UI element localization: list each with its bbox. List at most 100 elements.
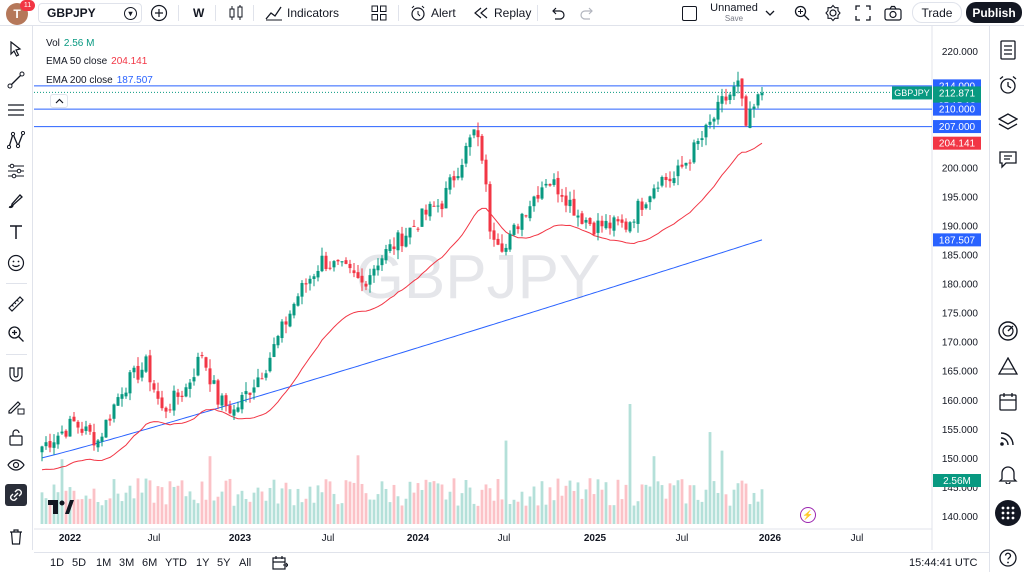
candle-body[interactable] xyxy=(428,203,432,217)
clock-timezone[interactable]: 15:44:41 UTC xyxy=(909,557,977,569)
snapshot-button[interactable] xyxy=(884,0,902,26)
candle-body[interactable] xyxy=(372,268,376,276)
candle-body[interactable] xyxy=(348,263,352,269)
candle-body[interactable] xyxy=(536,194,540,199)
settings-button[interactable] xyxy=(824,0,842,26)
candle-body[interactable] xyxy=(112,404,116,419)
candle-body[interactable] xyxy=(400,233,404,247)
cursor-tool[interactable] xyxy=(5,38,27,60)
candle-body[interactable] xyxy=(228,405,232,414)
range-all[interactable]: All xyxy=(239,557,252,569)
candle-body[interactable] xyxy=(496,238,500,245)
candle-body[interactable] xyxy=(524,215,528,217)
candle-body[interactable] xyxy=(620,219,624,223)
candle-body[interactable] xyxy=(116,397,120,406)
candle-body[interactable] xyxy=(304,283,308,285)
legend-ema200[interactable]: EMA 200 close 187.507 xyxy=(46,75,153,86)
horizontal-lines-tool[interactable] xyxy=(5,99,27,121)
candle-body[interactable] xyxy=(204,357,208,368)
candle-body[interactable] xyxy=(564,195,568,206)
replay-button[interactable]: Replay xyxy=(473,0,531,26)
legend-ema50[interactable]: EMA 50 close 204.141 xyxy=(46,56,147,67)
candle-body[interactable] xyxy=(88,424,92,432)
candle-body[interactable] xyxy=(568,199,572,207)
ideas-button[interactable] xyxy=(996,354,1020,378)
candle-body[interactable] xyxy=(108,418,112,421)
candle-body[interactable] xyxy=(184,387,188,397)
candle-body[interactable] xyxy=(52,442,56,448)
candle-body[interactable] xyxy=(40,446,44,453)
legend-volume[interactable]: Vol 2.56 M xyxy=(46,38,94,49)
trend-line-tool[interactable] xyxy=(5,69,27,91)
candle-body[interactable] xyxy=(252,387,256,393)
candle-body[interactable] xyxy=(676,165,680,177)
candle-body[interactable] xyxy=(396,232,400,251)
emoji-tool[interactable] xyxy=(5,252,27,274)
candle-body[interactable] xyxy=(196,356,200,376)
candle-body[interactable] xyxy=(596,220,600,233)
candle-body[interactable] xyxy=(180,395,184,397)
streams-button[interactable] xyxy=(996,426,1020,450)
candle-body[interactable] xyxy=(336,259,340,262)
candle-body[interactable] xyxy=(72,416,76,422)
candle-body[interactable] xyxy=(288,313,292,327)
candle-body[interactable] xyxy=(704,124,708,138)
add-symbol-button[interactable] xyxy=(150,0,168,26)
range-5d[interactable]: 5D xyxy=(72,557,87,569)
candle-body[interactable] xyxy=(76,421,80,428)
candle-body[interactable] xyxy=(80,428,84,433)
candle-body[interactable] xyxy=(464,145,468,164)
candle-body[interactable] xyxy=(724,96,728,101)
hide-drawings-tool[interactable] xyxy=(5,454,27,476)
candle-body[interactable] xyxy=(220,395,224,406)
candle-body[interactable] xyxy=(172,390,176,411)
candle-body[interactable] xyxy=(728,94,732,100)
candle-body[interactable] xyxy=(68,418,72,437)
candle-body[interactable] xyxy=(636,200,640,224)
candle-body[interactable] xyxy=(716,101,720,120)
candle-body[interactable] xyxy=(588,218,592,225)
candle-body[interactable] xyxy=(384,249,388,261)
candle-body[interactable] xyxy=(92,432,96,446)
candle-body[interactable] xyxy=(292,303,296,316)
candle-body[interactable] xyxy=(656,187,660,189)
candle-body[interactable] xyxy=(508,233,512,250)
candle-body[interactable] xyxy=(760,92,764,96)
candle-body[interactable] xyxy=(236,407,240,412)
candle-body[interactable] xyxy=(616,219,620,222)
notifications-button[interactable] xyxy=(996,462,1020,486)
tradingview-logo[interactable] xyxy=(48,500,74,514)
candle-body[interactable] xyxy=(240,394,244,410)
candle-body[interactable] xyxy=(156,391,160,399)
candle-body[interactable] xyxy=(624,221,628,230)
alerts-panel-button[interactable] xyxy=(996,73,1020,97)
candle-body[interactable] xyxy=(364,283,368,287)
candle-body[interactable] xyxy=(224,395,228,407)
candle-body[interactable] xyxy=(332,261,336,268)
candle-body[interactable] xyxy=(168,409,172,411)
candle-body[interactable] xyxy=(388,244,392,251)
range-5y[interactable]: 5Y xyxy=(217,557,231,569)
candle-body[interactable] xyxy=(44,442,48,447)
candle-body[interactable] xyxy=(560,195,564,197)
chart-pane[interactable]: GBPJPY 220.000 200.000 195.000 190.000 185.00… xyxy=(34,26,988,550)
candle-body[interactable] xyxy=(140,369,144,378)
candle-body[interactable] xyxy=(544,183,548,186)
candle-body[interactable] xyxy=(232,409,236,416)
range-1d[interactable]: 1D xyxy=(50,557,65,569)
candle-body[interactable] xyxy=(500,243,504,252)
layout-menu-chevron[interactable] xyxy=(764,0,776,26)
candle-body[interactable] xyxy=(212,380,216,384)
candle-body[interactable] xyxy=(640,201,644,210)
magnet-tool[interactable] xyxy=(5,364,27,386)
candle-body[interactable] xyxy=(572,198,576,216)
candle-body[interactable] xyxy=(752,106,756,109)
candle-body[interactable] xyxy=(448,177,452,190)
interval-button[interactable]: W xyxy=(193,0,204,26)
candle-body[interactable] xyxy=(644,204,648,209)
candle-body[interactable] xyxy=(64,430,68,437)
forecast-tool[interactable] xyxy=(5,160,27,182)
symbol-search[interactable]: GBPJPY ▾ xyxy=(38,3,142,23)
candle-body[interactable] xyxy=(392,246,396,250)
candle-body[interactable] xyxy=(420,208,424,227)
